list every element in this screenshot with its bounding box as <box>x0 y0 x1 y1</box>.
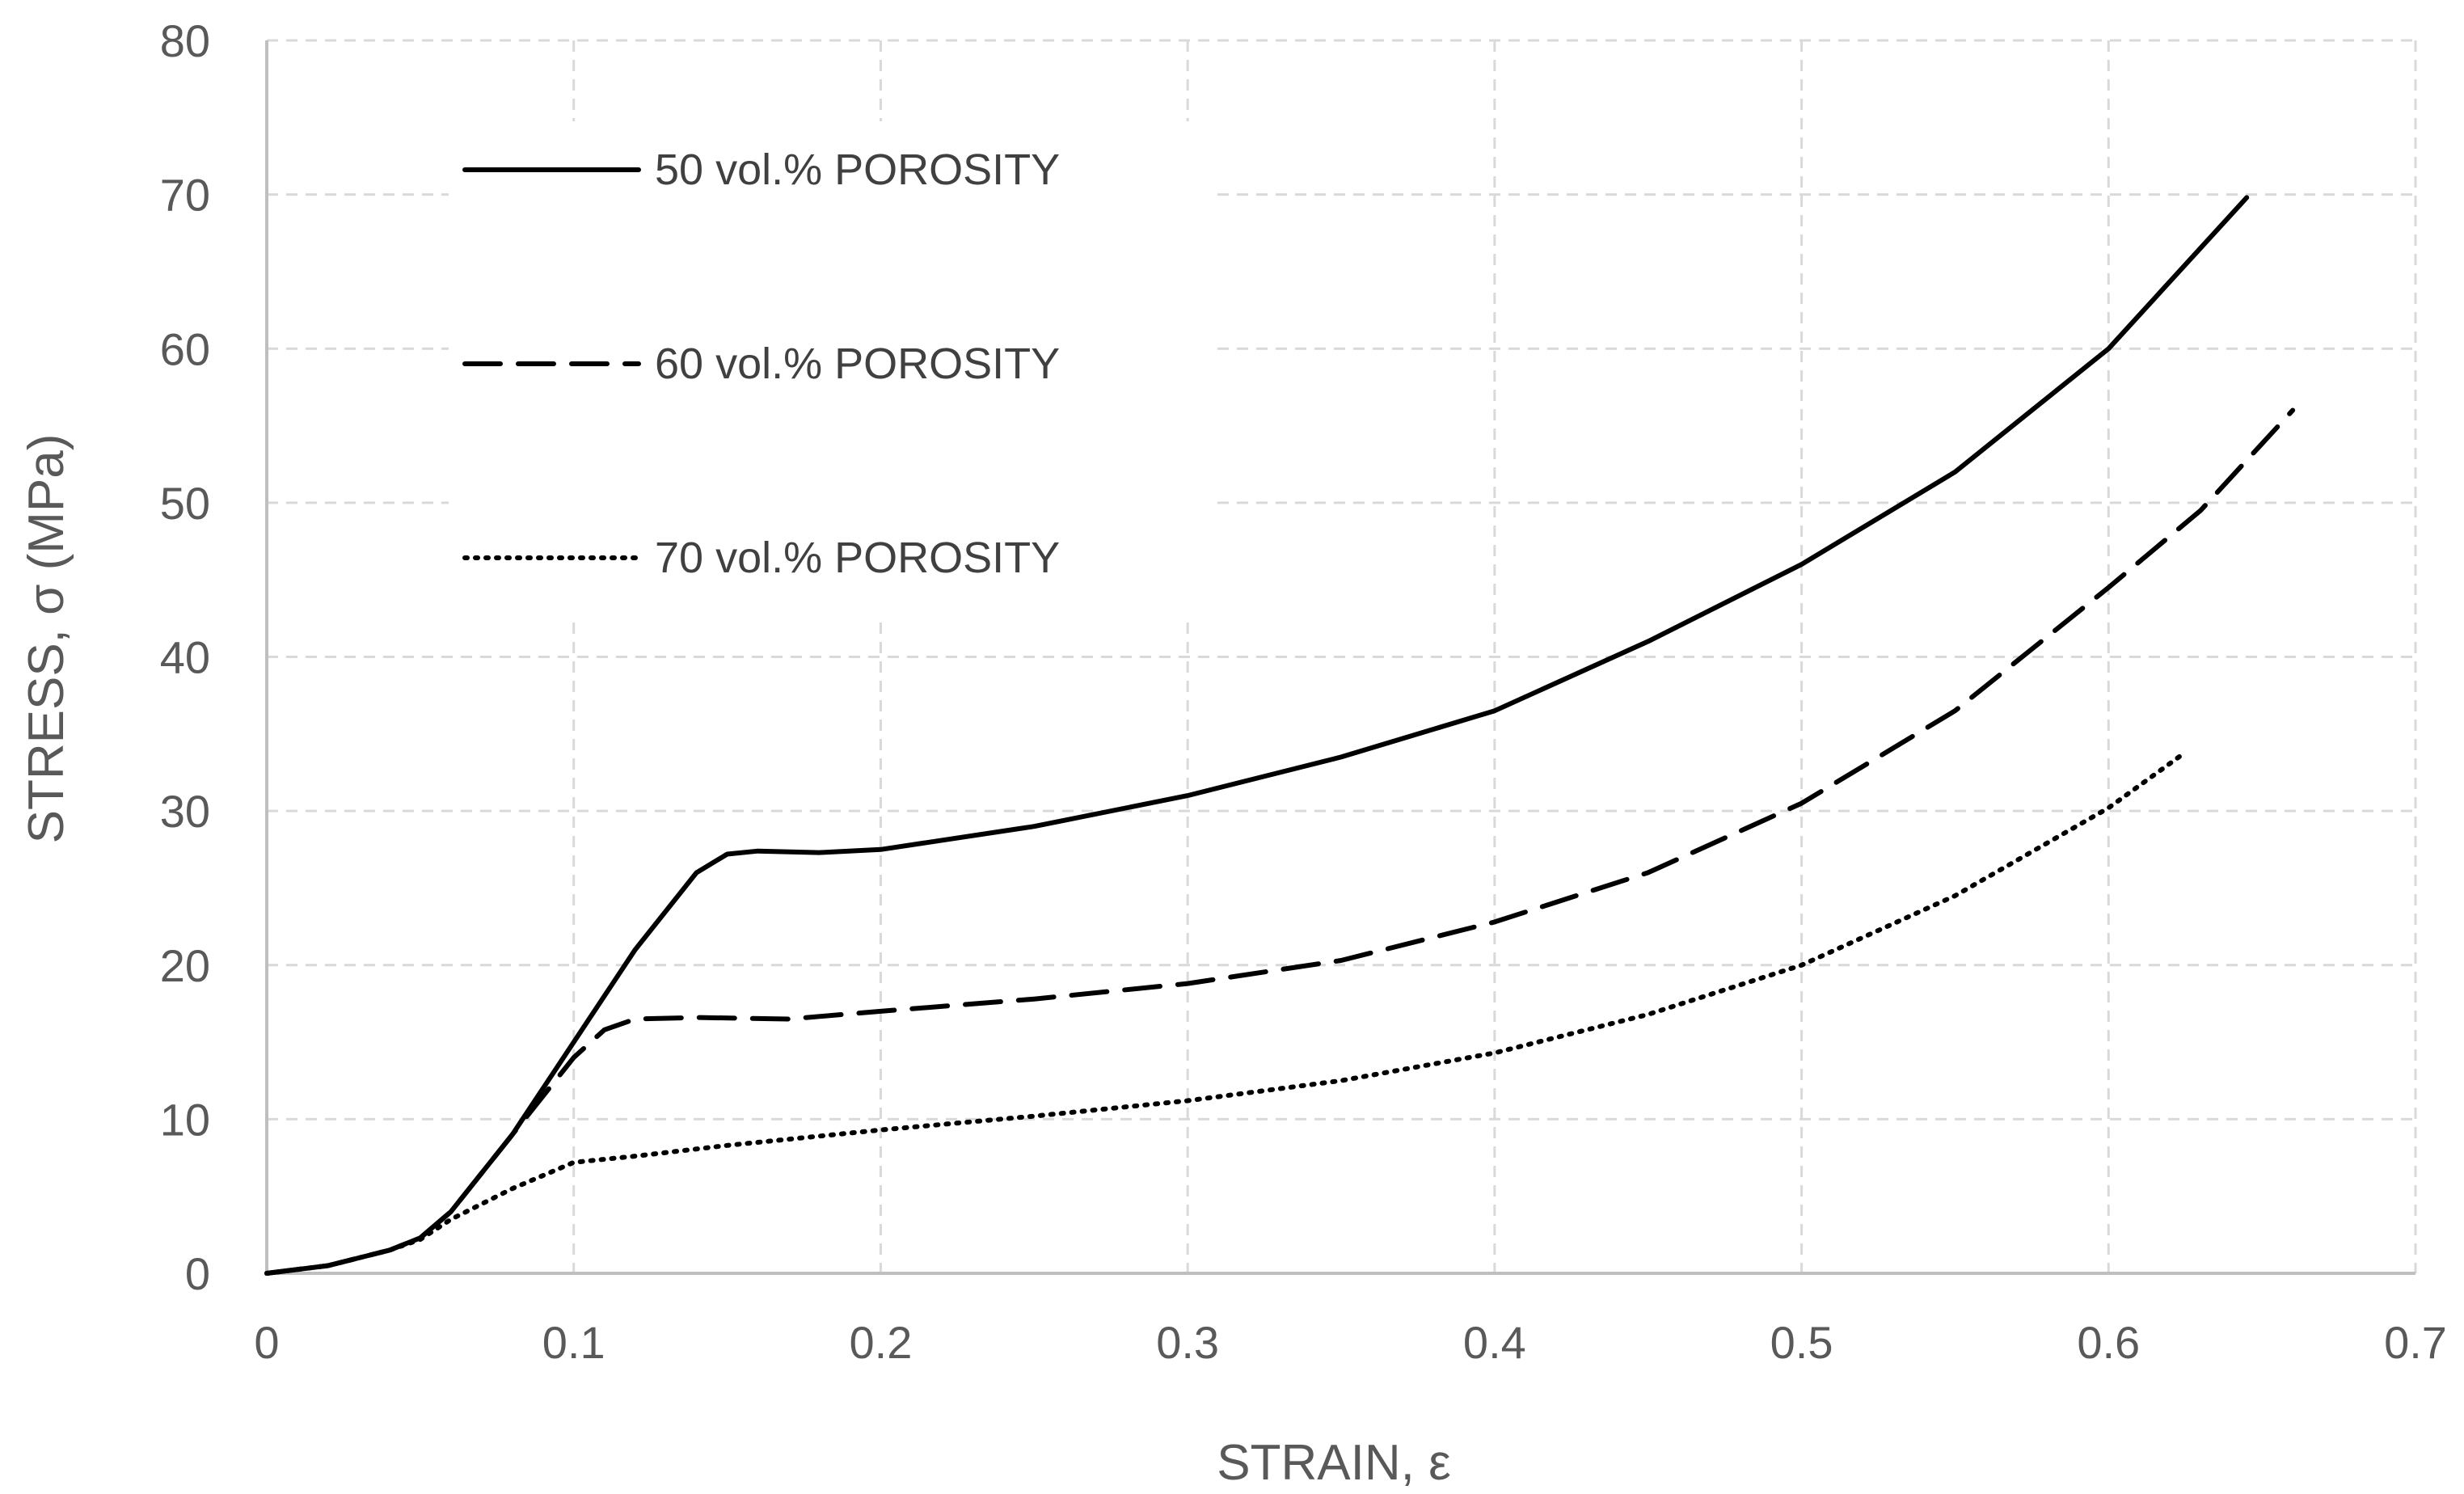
series-layer <box>264 195 2296 1276</box>
y-tick-label: 30 <box>160 786 210 837</box>
x-tick-label: 0.2 <box>849 1317 912 1368</box>
y-tick-label: 10 <box>160 1094 210 1145</box>
tick-labels: 0 10 20 30 40 50 60 70 80 0 0.1 0.2 0.3 0.4 0.5 0.6 0.7 <box>160 15 2447 1368</box>
x-axis-title: STRAIN, ε <box>1217 1435 1450 1491</box>
y-tick-label: 40 <box>160 632 210 683</box>
x-tick-label: 0.5 <box>1770 1317 1833 1368</box>
y-tick-label: 70 <box>160 170 210 221</box>
y-tick-label: 80 <box>160 15 210 66</box>
x-tick-label: 0.7 <box>2384 1317 2447 1368</box>
x-tick-label: 0.4 <box>1463 1317 1526 1368</box>
y-tick-label: 20 <box>160 940 210 991</box>
x-tick-label: 0.3 <box>1156 1317 1219 1368</box>
x-tick-label: 0.6 <box>2077 1317 2140 1368</box>
legend-label-3: 70 vol.% POROSITY <box>655 534 1060 582</box>
y-tick-label: 50 <box>160 478 210 529</box>
legend-label-1: 50 vol.% POROSITY <box>655 146 1060 194</box>
y-tick-label: 60 <box>160 323 210 374</box>
y-tick-label: 0 <box>185 1248 210 1299</box>
x-tick-label: 0.1 <box>542 1317 605 1368</box>
axis-layer <box>265 40 2415 1275</box>
series-line-3 <box>264 749 2188 1276</box>
y-axis-title: STRESS, σ (MPa) <box>19 434 74 844</box>
x-tick-label: 0 <box>254 1317 279 1368</box>
legend-label-2: 60 vol.% POROSITY <box>655 340 1060 388</box>
legend-background <box>449 121 1217 614</box>
series-line-2 <box>264 407 2296 1276</box>
legend: 50 vol.% POROSITY 60 vol.% POROSITY 70 vol… <box>449 121 1217 614</box>
